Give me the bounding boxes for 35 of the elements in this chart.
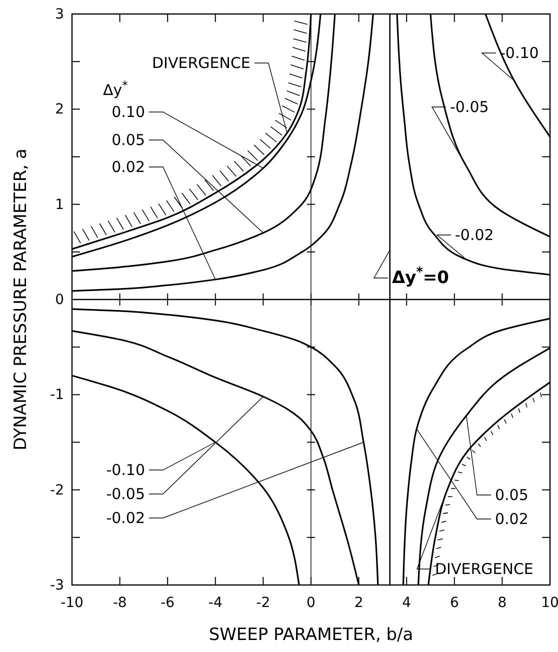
y-tick-label: 0 (55, 292, 64, 308)
y-tick-label: -2 (50, 482, 64, 498)
y-tick-label: 2 (55, 102, 64, 118)
annotation: -0.05 (450, 98, 489, 116)
annotation: -0.02 (455, 226, 494, 244)
annotation: 0.05 (112, 131, 145, 149)
x-tick-label: 4 (402, 594, 412, 611)
x-tick-label: 6 (450, 594, 459, 611)
annotation: 0.02 (112, 158, 145, 176)
x-tick-label: 0 (306, 594, 316, 611)
x-tick-label: 10 (541, 594, 558, 611)
x-tick-label: 8 (498, 594, 507, 611)
x-tick-label: -6 (160, 594, 175, 611)
annotation: 0.10 (112, 103, 145, 121)
y-tick-label: -3 (50, 577, 64, 594)
x-tick-label: -8 (112, 594, 127, 611)
annotation: -0.10 (500, 44, 539, 62)
annotation: -0.02 (106, 509, 145, 527)
annotation: Δy$^{*}$=0 (392, 264, 450, 288)
y-axis-title: DYNAMIC PRESSURE PARAMETER, a (11, 148, 31, 450)
x-tick-label: 2 (354, 594, 364, 611)
annotation: 0.02 (495, 510, 528, 528)
x-axis-title: SWEEP PARAMETER, b/a (208, 625, 414, 645)
annotation: Δy$^{*}$ (103, 78, 128, 99)
x-tick-label: -10 (60, 594, 84, 611)
x-tick-label: -2 (256, 594, 270, 611)
annotation: DIVERGENCE (435, 560, 534, 578)
annotation: 0.05 (495, 486, 528, 504)
annotation: -0.05 (106, 485, 145, 503)
annotation: DIVERGENCE (152, 54, 250, 72)
y-tick-label: 1 (55, 196, 64, 213)
y-tick-label: 3 (55, 6, 64, 22)
x-tick-label: -4 (208, 594, 222, 611)
annotation: -0.10 (106, 461, 145, 479)
y-tick-label: -1 (50, 387, 64, 404)
